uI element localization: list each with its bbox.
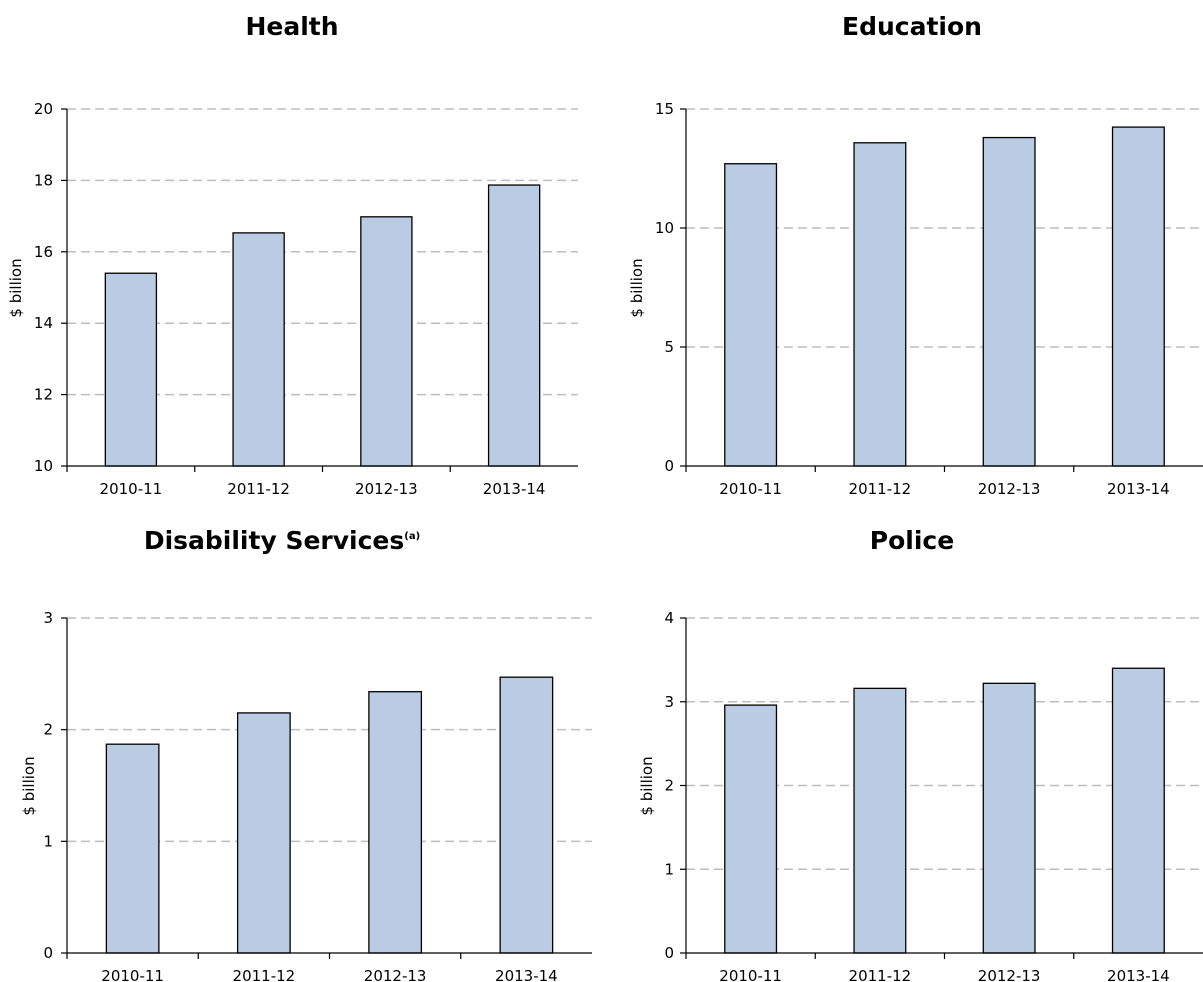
- bar-2012-13: [982, 682, 1036, 954]
- bar-2012-13: [982, 136, 1036, 467]
- bar-2010-11: [105, 743, 160, 954]
- chart-title: Disability Services(a): [144, 526, 420, 555]
- title-superscript: (a): [404, 531, 420, 542]
- x-tick-label: 2012-13: [978, 480, 1041, 498]
- y-tick-label: 2: [43, 721, 53, 739]
- x-tick-label: 2013-14: [1107, 967, 1170, 982]
- x-tick-label: 2010-11: [719, 967, 782, 982]
- y-tick-label: 2: [664, 777, 674, 795]
- bar-2010-11: [724, 163, 778, 467]
- y-tick-label: 0: [43, 944, 53, 962]
- chart-title: Education: [842, 12, 982, 41]
- y-tick-label: 12: [34, 386, 53, 404]
- x-tick-label: 2011-12: [233, 967, 296, 982]
- x-tick-label: 2010-11: [719, 480, 782, 498]
- y-tick-label: 18: [34, 171, 53, 189]
- chart-title: Police: [870, 526, 954, 555]
- bar-2013-14: [487, 184, 541, 467]
- chart-health: Health 10 12 14 16 18 20 2010-11 2011-12 2012-13 2…: [7, 12, 578, 498]
- y-tick-label: 3: [43, 609, 53, 627]
- bar-2013-14: [499, 676, 554, 954]
- y-tick-label: 0: [664, 457, 674, 475]
- bar-2011-12: [853, 142, 907, 467]
- x-tick-label: 2012-13: [978, 967, 1041, 982]
- chart-title: Health: [245, 12, 338, 41]
- y-tick-label: 3: [664, 693, 674, 711]
- x-tick-label: 2011-12: [849, 480, 912, 498]
- y-axis-label: $ billion: [628, 258, 646, 317]
- bar-2012-13: [360, 216, 413, 467]
- x-tick-label: 2013-14: [495, 967, 558, 982]
- chart-education: Education 0 5 10 15 2010-11 2011-12 2012-13 2013…: [628, 12, 1203, 498]
- bar-2011-12: [236, 712, 291, 954]
- y-axis-label: $ billion: [7, 258, 25, 317]
- bar-2011-12: [853, 687, 907, 954]
- bar-2013-14: [1111, 667, 1165, 954]
- y-tick-label: 14: [34, 314, 53, 332]
- y-tick-label: 0: [664, 944, 674, 962]
- y-tick-label: 20: [34, 100, 53, 118]
- x-tick-label: 2010-11: [101, 967, 164, 982]
- x-tick-label: 2013-14: [1107, 480, 1170, 498]
- bar-2010-11: [104, 272, 158, 467]
- y-tick-label: 15: [655, 100, 674, 118]
- x-tick-label: 2013-14: [483, 480, 546, 498]
- y-tick-label: 4: [664, 609, 674, 627]
- y-axis-label: $ billion: [638, 756, 656, 815]
- y-tick-label: 5: [664, 338, 674, 356]
- x-tick-label: 2010-11: [100, 480, 163, 498]
- x-tick-label: 2012-13: [364, 967, 427, 982]
- y-axis-label: $ billion: [20, 756, 38, 815]
- y-tick-label: 16: [34, 243, 53, 261]
- x-tick-label: 2012-13: [355, 480, 418, 498]
- x-tick-label: 2011-12: [849, 967, 912, 982]
- bar-2012-13: [368, 691, 423, 954]
- y-tick-label: 1: [43, 832, 53, 850]
- y-tick-label: 10: [34, 457, 53, 475]
- chart-police: Police 0 1 2 3 4 2010-11 2011-12 2012-13 2013-14 $…: [638, 526, 1203, 982]
- bar-2010-11: [724, 704, 778, 954]
- chart-disability-services: Disability Services(a) 0 1 2 3 2010-11 2011-12…: [20, 526, 592, 982]
- bar-2011-12: [232, 232, 285, 467]
- y-tick-label: 1: [664, 860, 674, 878]
- x-tick-label: 2011-12: [227, 480, 290, 498]
- y-tick-label: 10: [655, 219, 674, 237]
- bar-2013-14: [1111, 126, 1165, 467]
